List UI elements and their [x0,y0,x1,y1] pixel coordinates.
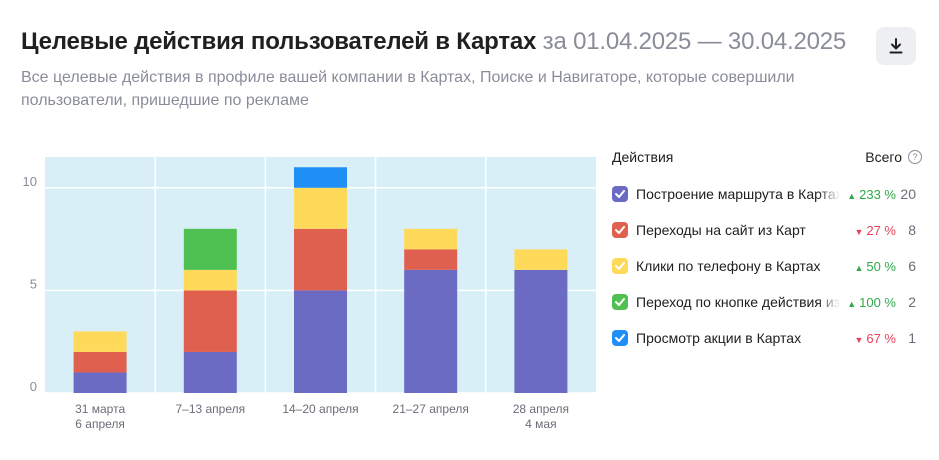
x-tick-label: 4 мая [525,417,556,431]
page-title: Целевые действия пользователей в Картах … [21,26,871,58]
legend-item[interactable]: Построение маршрута в Картах ▲ 233 % 20 [612,176,922,212]
change-value: 100 % [859,294,896,310]
checkbox-checked-icon[interactable] [612,294,628,310]
checkbox-checked-icon[interactable] [612,222,628,238]
y-tick-label: 10 [23,174,37,189]
legend-item-change: ▼ 67 % [840,331,896,346]
bar-segment [73,372,127,393]
change-value: 27 % [866,222,896,238]
x-tick-label: 6 апреля [75,417,125,431]
legend-item-label: Клики по телефону в Картах [636,258,840,274]
legend-header: Действия Всего ? [612,146,922,168]
change-value: 50 % [866,258,896,274]
legend-item-label: Построение маршрута в Картах [636,186,840,202]
bar-segment [404,249,458,270]
bar-segment [73,351,127,373]
bar-segment [183,228,237,270]
bar-segment [514,249,568,270]
legend-item-label: Просмотр акции в Картах [636,330,840,346]
trend-arrow-icon: ▼ [854,334,864,345]
bar-segment [183,290,237,352]
legend-item-change: ▲ 100 % [840,295,896,310]
x-tick-label: 7–13 апреля [175,402,245,416]
legend-item-total: 20 [900,186,916,202]
legend-item-total: 8 [908,222,916,238]
trend-arrow-icon: ▼ [854,226,864,237]
change-value: 233 % [859,186,896,202]
trend-arrow-icon: ▲ [854,262,864,273]
bar-segment [294,167,347,188]
legend-item-label: Переход по кнопке действия из Карт [636,294,840,310]
bar-segment [294,187,347,229]
x-tick-label: 14–20 апреля [282,402,358,416]
x-tick-label: 21–27 апреля [393,402,469,416]
change-value: 67 % [866,330,896,346]
legend-item[interactable]: Клики по телефону в Картах ▲ 50 % 6 [612,248,922,284]
y-tick-label: 5 [30,276,37,291]
legend-total-label: Всего [865,149,902,165]
checkbox-checked-icon[interactable] [612,258,628,274]
checkbox-checked-icon[interactable] [612,186,628,202]
legend-item[interactable]: Просмотр акции в Картах ▼ 67 % 1 [612,320,922,356]
chart-legend: Действия Всего ? Построение маршрута в К… [612,146,922,356]
legend-title: Действия [612,149,674,165]
legend-item[interactable]: Переход по кнопке действия из Карт▲100 %… [612,284,922,320]
bar-segment [183,351,237,393]
bar-segment [404,228,458,250]
bar-segment [183,269,237,291]
x-tick-label: 31 марта [75,402,125,416]
legend-item-total: 1 [908,330,916,346]
checkbox-checked-icon[interactable] [612,330,628,346]
legend-item-total: 6 [908,258,916,274]
chart-header: Целевые действия пользователей в Картах … [21,26,871,112]
bar-segment [294,290,347,393]
legend-item[interactable]: Переходы на сайт из Карт ▼ 27 % 8 [612,212,922,248]
download-icon [889,38,903,54]
bar-segment [73,331,127,352]
trend-arrow-icon: ▲ [847,298,857,309]
title-text: Целевые действия пользователей в Картах [21,28,537,55]
download-button[interactable] [876,27,916,65]
legend-item-change: ▲ 50 % [840,259,896,274]
y-tick-label: 0 [30,379,37,394]
trend-arrow-icon: ▲ [847,190,857,201]
page-subtitle: Все целевые действия в профиле вашей ком… [21,69,795,109]
bar-segment [514,269,568,393]
legend-item-total: 2 [908,294,916,310]
bar-segment [404,269,458,393]
legend-item-change: ▼ 27 % [840,223,896,238]
legend-item-label: Переходы на сайт из Карт [636,222,840,238]
bar-segment [294,228,347,291]
legend-item-change: ▲ 233 % [840,187,896,202]
period-text: за 01.04.2025 — 30.04.2025 [542,28,847,55]
x-tick-label: 28 апреля [513,402,569,416]
question-circle-icon[interactable]: ? [908,150,922,164]
